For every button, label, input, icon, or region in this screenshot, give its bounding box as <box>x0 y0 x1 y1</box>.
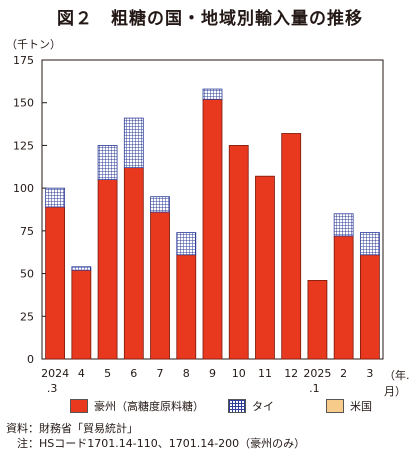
bar-australia <box>176 254 197 360</box>
bar-chart: 0 25 50 75 100 125 150 175 2024 .3 4 5 6 7 8 9 10 11 12 20… <box>13 54 384 395</box>
y-tick-label: 175 <box>13 54 34 67</box>
y-tick-label: 125 <box>13 139 34 152</box>
x-tick-label: 7 <box>157 367 164 380</box>
y-axis-unit-label: （千トン） <box>6 38 61 51</box>
x-tick-label: 2 <box>340 367 347 380</box>
legend-item-thailand: タイ <box>228 398 274 414</box>
x-tick-label: 6 <box>130 367 137 380</box>
bar-thailand <box>359 232 380 256</box>
bar-australia <box>202 98 223 360</box>
bar-australia <box>150 211 170 360</box>
legend-swatch-thailand <box>228 399 246 413</box>
y-tick-label: 50 <box>20 268 34 281</box>
legend-swatch-australia <box>70 399 88 413</box>
bar-thailand <box>45 187 66 208</box>
bar-australia <box>97 179 118 360</box>
y-tick-label: 75 <box>20 225 34 238</box>
bar-thailand <box>71 266 92 271</box>
legend-item-australia: 豪州（高糖度原料糖） <box>70 398 204 414</box>
legend-label-thailand: タイ <box>252 400 274 413</box>
x-tick-label: 4 <box>78 367 85 380</box>
bar-australia <box>228 145 249 360</box>
bar-thailand <box>333 213 354 237</box>
legend-label-australia: 豪州（高糖度原料糖） <box>94 400 204 413</box>
bar-australia <box>281 133 302 360</box>
y-tick-label: 100 <box>13 182 34 195</box>
x-axis-unit-label: （年.月） <box>384 369 410 398</box>
x-tick-sublabel: .1 <box>309 382 320 395</box>
x-tick-sublabel: .3 <box>47 382 58 395</box>
x-tick-label: 8 <box>183 367 190 380</box>
y-tick-label: 0 <box>27 353 34 366</box>
legend-label-usa: 米国 <box>350 400 372 413</box>
bar-australia <box>359 254 380 360</box>
bar-australia <box>333 235 354 360</box>
legend-swatch-usa <box>326 399 344 413</box>
x-tick-label: 11 <box>258 367 272 380</box>
chart-title: 図２ 粗糖の国・地域別輸入量の推移 <box>57 9 363 29</box>
footnote: 注：HSコード1701.14-110、1701.14-200（豪州のみ） <box>6 437 306 450</box>
x-tick-label: 9 <box>209 367 216 380</box>
bar-australia <box>307 280 328 360</box>
bar-thailand <box>202 88 223 100</box>
bar-australia <box>123 167 144 360</box>
legend-item-usa: 米国 <box>326 398 372 414</box>
bar-australia <box>255 175 275 360</box>
bar-thailand <box>176 232 197 256</box>
x-tick-label: 10 <box>232 367 246 380</box>
x-tick-label: 5 <box>104 367 111 380</box>
y-tick-label: 25 <box>20 310 34 323</box>
source-notes: 資料：財務省「貿易統計」 注：HSコード1701.14-110、1701.14-… <box>6 421 305 451</box>
bar-australia <box>45 206 66 360</box>
bar-thailand <box>123 117 144 169</box>
x-tick-label: 3 <box>366 367 373 380</box>
x-tick-label: 12 <box>284 367 298 380</box>
chart-legend: 豪州（高糖度原料糖） タイ 米国 <box>0 398 420 418</box>
bar-australia <box>71 269 92 360</box>
bar-thailand <box>150 196 170 213</box>
x-tick-label: 2024 <box>41 367 69 380</box>
bar-thailand <box>97 145 118 181</box>
y-tick-label: 150 <box>13 97 34 110</box>
x-tick-label: 2025 <box>303 367 331 380</box>
source-note: 資料：財務省「貿易統計」 <box>6 422 138 435</box>
